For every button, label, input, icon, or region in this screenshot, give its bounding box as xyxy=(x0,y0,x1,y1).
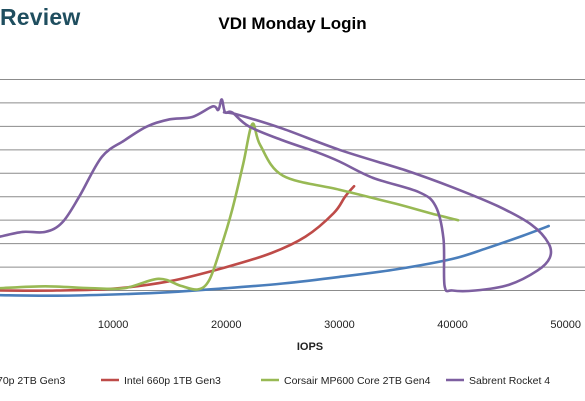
gridlines xyxy=(0,78,585,292)
x-tick-label: 40000 xyxy=(437,319,468,331)
x-axis-label: IOPS xyxy=(297,341,323,353)
series-line-2 xyxy=(0,184,356,292)
x-tick-label: 30000 xyxy=(324,319,355,331)
series-lines xyxy=(0,98,553,298)
series-line-1 xyxy=(0,224,550,298)
x-tick-labels: 10000 20000 30000 40000 50000 xyxy=(98,319,581,331)
x-tick-label: 20000 xyxy=(211,319,242,331)
legend-label: 70p 2TB Gen3 xyxy=(0,375,65,387)
series-line-3 xyxy=(0,122,460,291)
chart-title: VDI Monday Login xyxy=(218,14,367,33)
x-tick-label: 10000 xyxy=(98,319,129,331)
legend: 70p 2TB Gen3 Intel 660p 1TB Gen3 Corsair M… xyxy=(0,375,550,387)
legend-label: Sabrent Rocket 4 xyxy=(469,375,550,387)
series-line-4 xyxy=(0,98,553,293)
legend-label: Corsair MP600 Core 2TB Gen4 xyxy=(284,375,431,387)
legend-label: Intel 660p 1TB Gen3 xyxy=(124,375,221,387)
brand-logo-text: Review xyxy=(0,4,81,30)
x-tick-label: 50000 xyxy=(550,319,581,331)
